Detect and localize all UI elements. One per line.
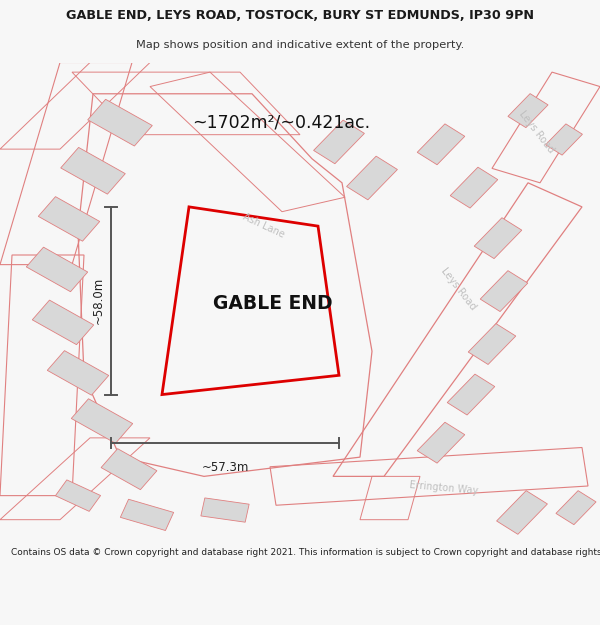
Text: Contains OS data © Crown copyright and database right 2021. This information is : Contains OS data © Crown copyright and d… (11, 548, 600, 557)
Polygon shape (88, 99, 152, 146)
Polygon shape (347, 156, 397, 200)
Text: ~58.0m: ~58.0m (91, 277, 104, 324)
Polygon shape (32, 300, 94, 344)
Polygon shape (417, 422, 465, 463)
Polygon shape (447, 374, 495, 415)
Text: Errington Way: Errington Way (409, 481, 479, 496)
Polygon shape (497, 491, 547, 534)
Polygon shape (474, 217, 522, 259)
Polygon shape (101, 449, 157, 489)
Polygon shape (480, 271, 528, 311)
Polygon shape (55, 480, 101, 511)
Polygon shape (450, 167, 498, 208)
Text: Leys Road: Leys Road (439, 266, 479, 312)
Polygon shape (468, 324, 516, 364)
Text: ~57.3m: ~57.3m (202, 461, 248, 474)
Polygon shape (121, 499, 173, 531)
Polygon shape (417, 124, 465, 165)
Polygon shape (38, 197, 100, 241)
Polygon shape (71, 399, 133, 443)
Polygon shape (545, 124, 583, 155)
Polygon shape (508, 94, 548, 128)
Text: Map shows position and indicative extent of the property.: Map shows position and indicative extent… (136, 40, 464, 50)
Polygon shape (314, 120, 364, 164)
Text: ~1702m²/~0.421ac.: ~1702m²/~0.421ac. (192, 114, 370, 132)
Text: GABLE END: GABLE END (213, 294, 333, 312)
Polygon shape (26, 247, 88, 292)
Text: Leys Road: Leys Road (517, 109, 557, 155)
Polygon shape (61, 148, 125, 194)
Polygon shape (47, 351, 109, 395)
Text: Ash Lane: Ash Lane (242, 212, 286, 240)
Text: GABLE END, LEYS ROAD, TOSTOCK, BURY ST EDMUNDS, IP30 9PN: GABLE END, LEYS ROAD, TOSTOCK, BURY ST E… (66, 9, 534, 22)
Polygon shape (556, 491, 596, 524)
Polygon shape (201, 498, 249, 522)
